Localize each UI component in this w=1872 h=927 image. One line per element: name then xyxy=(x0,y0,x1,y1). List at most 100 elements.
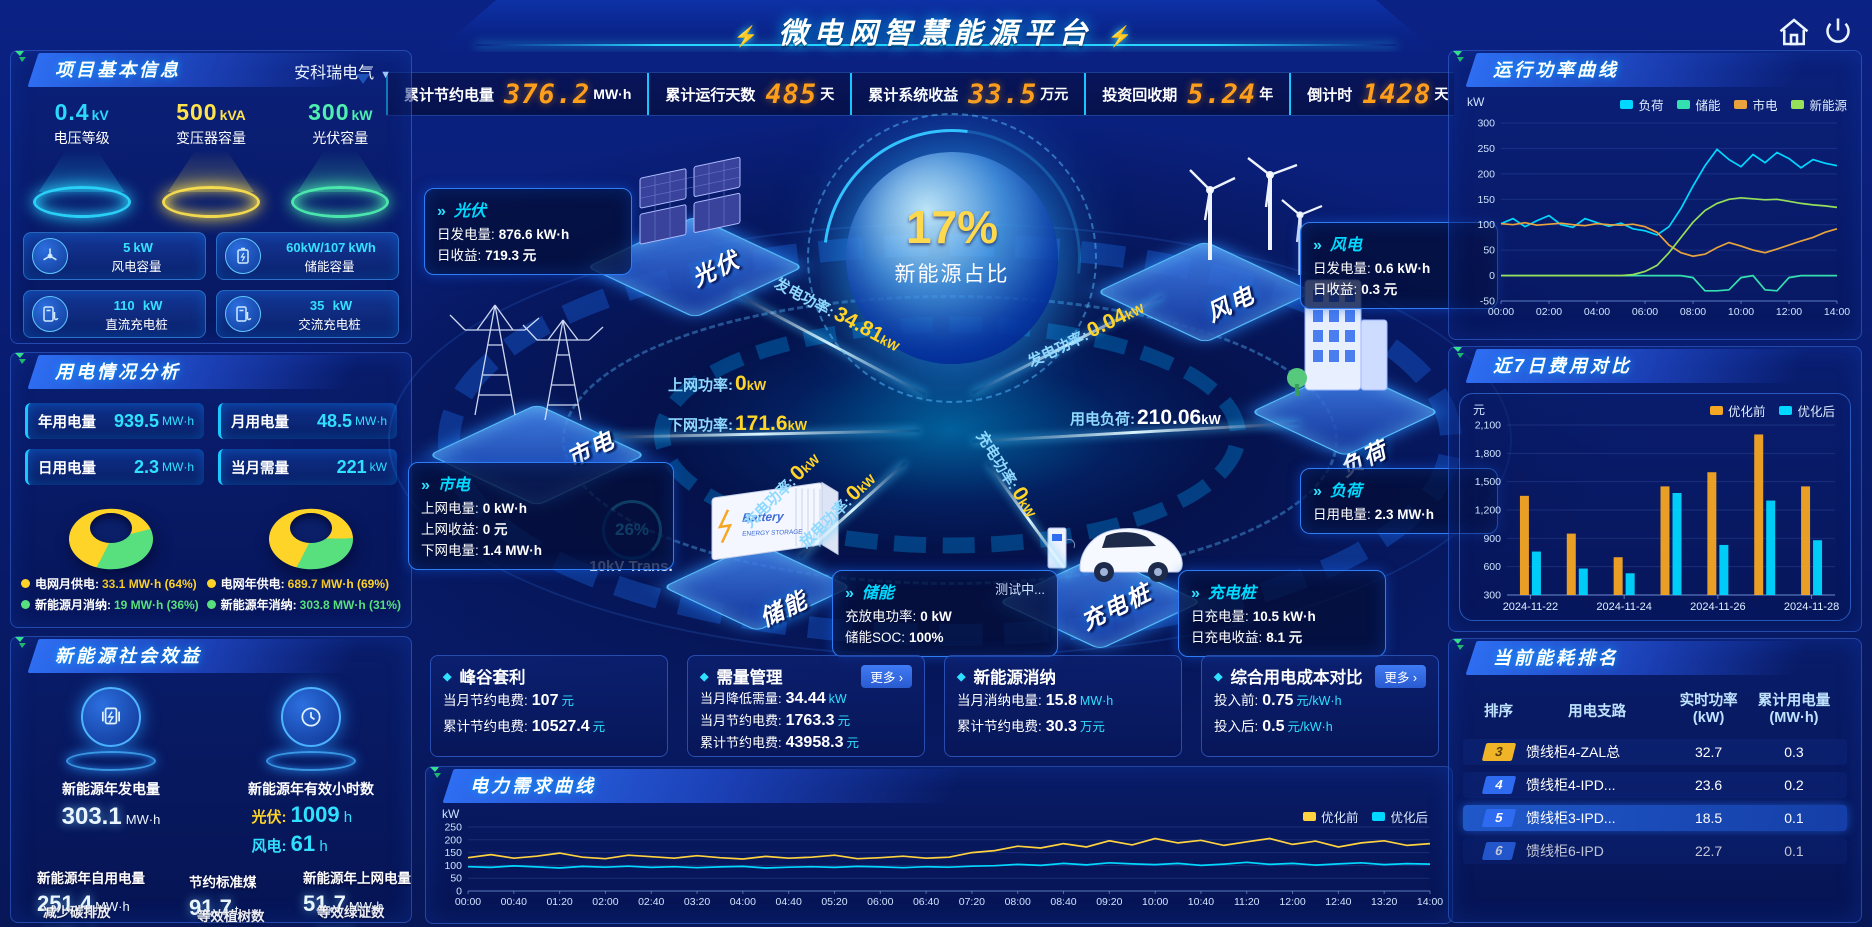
x-tick-label: 10:00 xyxy=(1728,306,1754,318)
panel-title: 用电情况分析 xyxy=(55,362,181,382)
renewable-share-sphere: 17% 新能源占比 xyxy=(846,152,1058,364)
x-tick-label: 2024-11-26 xyxy=(1690,601,1745,613)
series-line-市电 xyxy=(1500,221,1838,258)
wind-fan-icon xyxy=(32,238,68,274)
x-tick-label: 13:20 xyxy=(1371,896,1397,908)
chevron-right-icon: » xyxy=(421,477,430,494)
panel-title: 新能源社会效益 xyxy=(55,646,202,666)
y-tick-label: 1,500 xyxy=(1475,476,1501,488)
table-row[interactable]: 6 馈线柜6-IPD 22.7 0.1 xyxy=(1463,837,1847,864)
page-title: ⚡ 微电网智慧能源平台 ⚡ xyxy=(733,18,1139,50)
y-tick-label: 150 xyxy=(1477,194,1495,206)
bar-优化前 xyxy=(1707,472,1717,595)
more-button[interactable]: 更多 › xyxy=(861,664,912,688)
stat-month-demand: 当月需量 221 kW xyxy=(218,449,397,485)
flow-grid-export: 上网功率:0kW xyxy=(668,372,767,395)
cost-chart: 300 600 900 1,200 1,500 1,800 2,100 2024-11-22 2… xyxy=(1475,420,1840,614)
panel-demand-curve: 电力需求曲线 优化前 优化后 kW 250 200 150 100 50 0 00:00 00… xyxy=(425,766,1453,924)
kpi-system-revenue: 累计系统收益 33.5 万元 xyxy=(850,73,1084,115)
x-tick-label: 00:40 xyxy=(501,896,527,908)
wind-turbines-icon xyxy=(1189,157,1323,275)
x-tick-label: 04:00 xyxy=(730,896,756,908)
info-box-storage: » 储能 测试中... 充放电功率: 0 kW 储能SOC: 100% xyxy=(832,570,1058,657)
x-tick-label: 12:00 xyxy=(1776,306,1802,318)
y-tick-label: 50 xyxy=(450,873,462,885)
clock-icon xyxy=(281,687,341,747)
svg-text:Battery: Battery xyxy=(742,509,786,525)
svg-text:ENERGY STORAGE: ENERGY STORAGE xyxy=(742,529,804,538)
home-icon[interactable] xyxy=(1776,14,1812,50)
x-tick-label: 05:20 xyxy=(821,896,847,908)
flow-grid-import: 下网功率:171.6kW xyxy=(668,412,808,435)
donut-year-legend: 电网年供电: 689.7 MW·h (69%) 新能源年消纳: 303.8 MW·h… xyxy=(206,575,401,617)
stat-day-usage: 日用电量 2.3 MW·h xyxy=(25,449,204,485)
solar-panels-icon xyxy=(639,156,741,245)
benefit-metrics: 新能源年自用电量 251.4 MW·h 节约标准煤 91.7 t 新能源年上网电量 … xyxy=(11,867,411,927)
bar-优化前 xyxy=(1754,434,1764,595)
x-tick-label: 03:20 xyxy=(684,896,710,908)
x-tick-label: 2024-11-22 xyxy=(1503,601,1558,613)
transmission-towers-icon xyxy=(449,304,604,421)
renewable-share-value: 17% xyxy=(905,201,999,253)
benefit-annual-generation: 新能源年发电量 303.1 MW·h xyxy=(24,687,199,857)
chevron-right-icon: » xyxy=(845,585,854,602)
testing-badge: 测试中... xyxy=(995,582,1045,597)
rank-badge: 5 xyxy=(1481,808,1516,827)
panel-title: 运行功率曲线 xyxy=(1493,60,1619,80)
beacon-transformer: 500 kVA 变压器容量 xyxy=(150,99,272,218)
cost-chart-frame xyxy=(1459,393,1851,621)
x-tick-label: 08:40 xyxy=(1050,896,1076,908)
bar-优化前 xyxy=(1801,486,1811,595)
x-tick-label: 08:00 xyxy=(1680,306,1706,318)
lightning-icon: ⚡ xyxy=(1107,26,1139,48)
table-row[interactable]: 5 馈线柜3-IPD... 18.5 0.1 xyxy=(1463,804,1847,831)
card-wind-capacity: 5 kW 风电容量 xyxy=(23,232,206,280)
battery-container-icon: Battery ENERGY STORAGE xyxy=(711,481,839,561)
kpi-payback-period: 投资回收期 5.24 年 xyxy=(1084,73,1289,115)
chevron-right-icon: » xyxy=(1313,237,1322,254)
table-row[interactable]: 3 馈线柜4-ZAL总 32.7 0.3 xyxy=(1463,738,1847,765)
metric-grid-feed: 新能源年上网电量 51.7 MW·h xyxy=(303,871,411,916)
bar-优化前 xyxy=(1613,557,1623,595)
charging-pile-icon xyxy=(225,296,261,332)
table-row[interactable]: 4 馈线柜4-IPD... 23.6 0.2 xyxy=(1463,771,1847,798)
battery-icon xyxy=(225,238,261,274)
bar-优化前 xyxy=(1566,533,1576,595)
y-tick-label: -50 xyxy=(1480,296,1495,308)
donut-year-supply xyxy=(259,497,363,577)
y-tick-label: 150 xyxy=(444,847,462,859)
y-tick-label: 100 xyxy=(444,860,462,872)
diamond-icon: ◆ xyxy=(1214,670,1223,683)
flow-load-power: 用电负荷:210.06kW xyxy=(1070,406,1221,429)
more-button[interactable]: 更多 › xyxy=(1375,664,1426,688)
series-line-新能源 xyxy=(1501,196,1838,277)
bar-优化前 xyxy=(1519,495,1529,595)
corner-arrow-icon xyxy=(1453,51,1464,62)
chevron-right-icon: » xyxy=(1191,585,1200,602)
panel-energy-ranking: 当前能耗排名 排序 用电支路 实时功率 (kW) 累计用电量 (MW·h) 3 馈线… xyxy=(1448,638,1862,923)
y-tick-label: 0 xyxy=(456,886,462,898)
power-icon[interactable] xyxy=(1820,14,1856,50)
bar-优化后 xyxy=(1719,544,1729,595)
info-box-grid: » 市电 上网电量: 0 kW·h 上网收益: 0 元 下网电量: 1.4 MW·h xyxy=(408,462,674,570)
y-tick-label: 300 xyxy=(1477,118,1495,130)
card-demand-management: ◆ 需量管理 更多 › 当月降低需量: 34.44 kW 当月节约电费: 1763.3 元 … xyxy=(687,655,925,757)
x-tick-label: 2024-11-28 xyxy=(1784,601,1839,613)
card-dc-charger: 110 kW 直流充电桩 xyxy=(23,290,206,338)
benefit-effective-hours: 新能源年有效小时数 光伏: 1009 h 风电: 61 h xyxy=(224,687,399,857)
capacity-beacons: 0.4 kV 电压等级 500 kVA 变压器容量 300 kW 光伏容量 xyxy=(11,87,411,218)
y-tick-label: 100 xyxy=(1477,219,1495,231)
corner-arrow-icon xyxy=(15,637,26,648)
bar-优化后 xyxy=(1625,573,1635,595)
y-tick-label: 300 xyxy=(1483,590,1501,602)
generator-icon xyxy=(81,687,141,747)
company-select[interactable]: 安科瑞电气 ▼ xyxy=(294,65,391,82)
series-line-优化后 xyxy=(467,861,1431,869)
energy-flow-diagram: Battery ENERGY STORAGE 17% 新能源占比 光伏 市电 风… xyxy=(380,76,1512,670)
demand-y-label: kW xyxy=(442,807,460,821)
header-band xyxy=(436,0,1436,52)
series-line-负荷 xyxy=(1500,148,1838,236)
beacon-pv: 300 kW 光伏容量 xyxy=(279,99,401,218)
panel-title: 当前能耗排名 xyxy=(1493,648,1619,668)
